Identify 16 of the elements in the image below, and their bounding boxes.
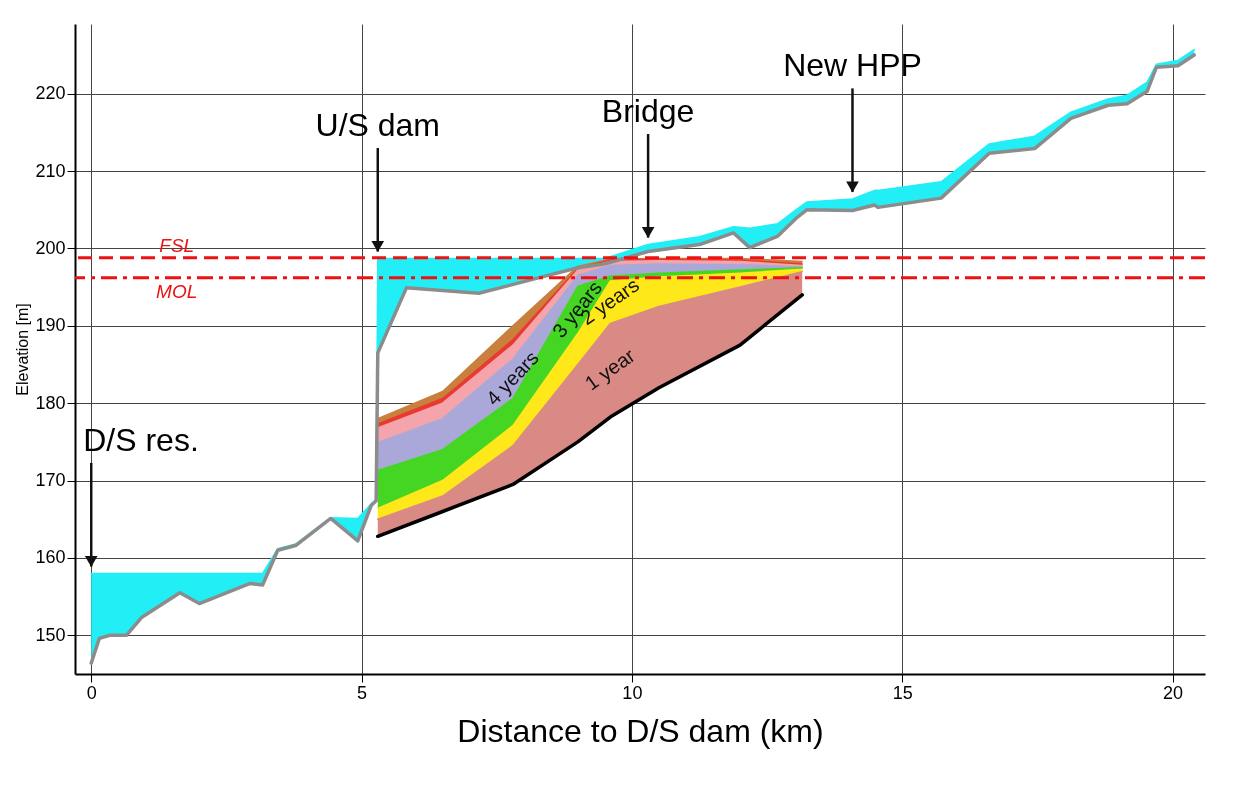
y-tick-label: 160 xyxy=(35,547,66,568)
ref-line-label: MOL xyxy=(156,280,198,302)
y-tick-label: 200 xyxy=(35,237,66,258)
x-tick-label: 20 xyxy=(1163,682,1184,703)
y-tick-label: 150 xyxy=(35,624,66,645)
x-tick-label: 15 xyxy=(892,682,913,703)
x-axis-title: Distance to D/S dam (km) xyxy=(457,712,824,749)
x-tick-label: 5 xyxy=(357,682,368,703)
y-tick-label: 210 xyxy=(35,160,66,181)
y-tick-label: 220 xyxy=(35,83,66,104)
y-tick-label: 170 xyxy=(35,470,66,491)
y-tick-label: 190 xyxy=(35,315,66,336)
x-tick-label: 10 xyxy=(622,682,643,703)
y-tick-label: 180 xyxy=(35,392,66,413)
y-axis-title: Elevation [m] xyxy=(14,303,32,396)
x-tick-label: 0 xyxy=(86,682,97,703)
